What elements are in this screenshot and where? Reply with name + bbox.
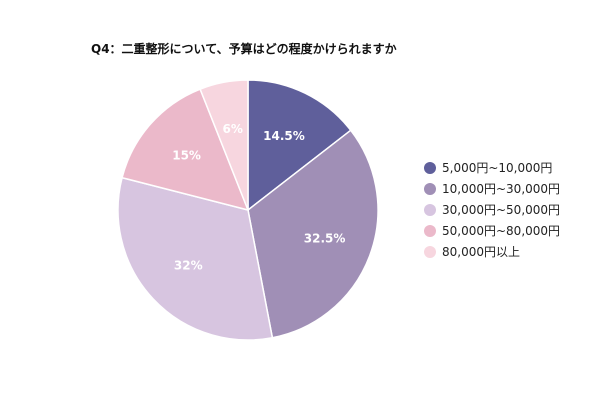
legend-item-1: 5,000円~10,000円 [424,157,560,178]
legend-item-5: 80,000円以上 [424,241,560,262]
data-label-2: 32.5% [304,231,346,245]
legend-label-2: 10,000円~30,000円 [442,182,561,196]
legend-label-1: 5,000円~10,000円 [442,161,553,175]
pie-slice-5 [199,79,249,211]
legend-item-2: 10,000円~30,000円 [424,178,560,199]
data-label-5: 6% [223,122,243,136]
chart-legend: 5,000円~10,000円 10,000円~30,000円 30,000円~50,… [424,157,560,262]
pie-slice-3 [117,176,274,341]
pie-slice-2 [247,129,379,339]
data-label-3: 32% [174,259,203,273]
data-label-4: 15% [172,148,201,162]
data-label-1: 14.5% [263,129,305,143]
legend-swatch-1 [424,161,436,174]
legend-swatch-2 [424,182,436,195]
pie-slices [117,79,379,341]
pie-data-labels: 14.5% 32.5% 32% 15% 6% [172,122,345,273]
legend-swatch-3 [424,203,436,216]
legend-label-5: 80,000円以上 [442,245,520,259]
pie-slice-1 [247,79,352,212]
legend-label-3: 30,000円~50,000円 [442,203,561,217]
legend-item-3: 30,000円~50,000円 [424,199,560,220]
legend-swatch-5 [424,245,436,258]
pie-slice-4 [121,88,250,212]
legend-item-4: 50,000円~80,000円 [424,220,560,241]
legend-swatch-4 [424,224,436,237]
legend-label-4: 50,000円~80,000円 [442,224,561,238]
chart-title: Q4：二重整形について、予算はどの程度かけられますか [91,42,397,56]
